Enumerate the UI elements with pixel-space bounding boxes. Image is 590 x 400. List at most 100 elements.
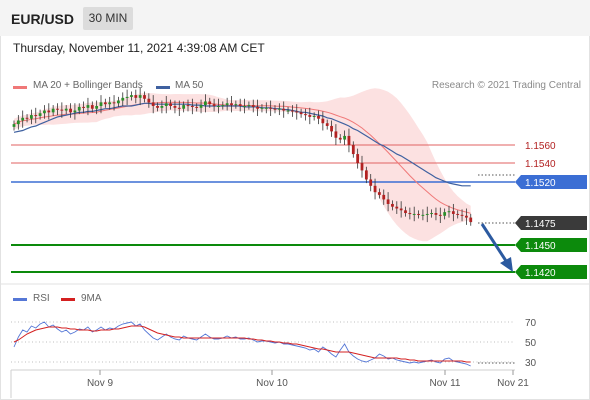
rsi-tick-30: 30	[525, 358, 537, 369]
candle-body	[451, 211, 455, 214]
candle-body	[456, 213, 460, 215]
candle-body	[164, 103, 168, 106]
legend-swatch-ma50	[156, 86, 170, 89]
candle-body	[343, 135, 346, 140]
last-price-tag	[515, 216, 587, 230]
candle-body	[330, 125, 333, 132]
symbol-title: EUR/USD	[11, 11, 75, 27]
candle-body	[51, 108, 55, 113]
timeframe-badge[interactable]: 30 MIN	[83, 7, 133, 30]
candle-body	[317, 115, 320, 119]
candle-body	[234, 104, 238, 106]
candle-body	[360, 163, 364, 171]
candle-body	[16, 120, 20, 125]
candle-body	[404, 210, 407, 214]
candle-body	[421, 214, 425, 216]
candle-body	[269, 107, 273, 109]
candle-body	[169, 103, 172, 106]
candle-body	[391, 203, 394, 207]
legend-rsi-ma: 9MA	[81, 293, 102, 304]
candle-body	[177, 107, 181, 109]
forecast-arrow-shaft	[480, 223, 510, 265]
candle-body	[312, 115, 316, 117]
candle-body	[412, 213, 416, 215]
legend-swatch-rsi	[13, 298, 27, 301]
candle-body	[256, 106, 259, 109]
candle-body	[208, 101, 212, 105]
candle-body	[260, 107, 264, 109]
candle-body	[408, 213, 412, 215]
candle-body	[95, 105, 99, 109]
candle-body	[156, 105, 159, 108]
candle-body	[251, 105, 255, 107]
legend-swatch-ma20	[13, 86, 27, 89]
candle-body	[465, 215, 468, 218]
candle-body	[43, 110, 46, 114]
candle-body	[56, 108, 59, 110]
candle-body	[334, 131, 338, 138]
candle-body	[38, 113, 42, 116]
rsi-tick-50: 50	[525, 338, 537, 349]
candle-body	[147, 98, 151, 103]
level-label-support-5: 1.1420	[525, 268, 556, 279]
candle-body	[86, 105, 90, 108]
candle-body	[173, 105, 177, 108]
ma50-line	[13, 102, 471, 187]
candle-body	[212, 104, 216, 106]
support-tag-5	[515, 265, 587, 279]
candle-body	[190, 105, 194, 107]
candle-body	[21, 117, 25, 121]
candle-body	[69, 108, 72, 113]
candle-body	[382, 194, 386, 200]
candle-body	[12, 124, 16, 127]
candle-body	[195, 106, 199, 108]
level-label-pivot: 1.1520	[525, 178, 556, 189]
candle-body	[125, 96, 129, 98]
candle-body	[130, 95, 133, 97]
candle-body	[238, 104, 242, 106]
legend-ma20: MA 20 + Bollinger Bands	[33, 80, 143, 91]
legend-rsi: RSI	[33, 293, 50, 304]
level-label-resistance-0: 1.1560	[525, 141, 556, 152]
legend-ma50: MA 50	[175, 80, 204, 91]
candle-body	[460, 214, 464, 216]
candle-body	[143, 95, 146, 99]
rsi-ma-line	[13, 325, 471, 363]
candle-body	[108, 102, 112, 105]
rsi-tick-70: 70	[525, 318, 537, 329]
candle-body	[47, 110, 51, 113]
candle-body	[338, 137, 342, 140]
candle-body	[369, 179, 373, 186]
candle-body	[112, 102, 116, 104]
candle-body	[182, 105, 186, 109]
candle-body	[425, 213, 429, 215]
bollinger-band	[14, 88, 471, 242]
candle-body	[364, 170, 368, 180]
candle-body	[264, 107, 268, 109]
candle-body	[308, 115, 312, 117]
candle-body	[417, 213, 420, 215]
candle-body	[138, 95, 142, 98]
candle-body	[121, 97, 125, 101]
candle-body	[221, 105, 225, 107]
x-tick-label: Nov 10	[256, 378, 288, 389]
candle-body	[373, 185, 377, 193]
candle-body	[321, 118, 325, 124]
level-label-resistance-1: 1.1540	[525, 159, 556, 170]
candle-body	[291, 110, 294, 112]
candle-body	[286, 110, 290, 112]
candle-body	[217, 105, 220, 107]
candle-body	[103, 102, 107, 105]
candle-body	[247, 105, 251, 107]
candle-body	[351, 145, 355, 155]
candle-body	[277, 108, 281, 110]
pivot-tag	[515, 175, 587, 189]
x-tick-label: Nov 11	[430, 378, 461, 389]
candle-body	[186, 105, 190, 107]
candle-body	[199, 105, 203, 108]
ma20-line	[13, 101, 471, 214]
candle-body	[160, 105, 164, 108]
candle-body	[73, 110, 77, 113]
legend-swatch-rsi-ma	[61, 298, 75, 301]
candle-body	[34, 115, 38, 117]
